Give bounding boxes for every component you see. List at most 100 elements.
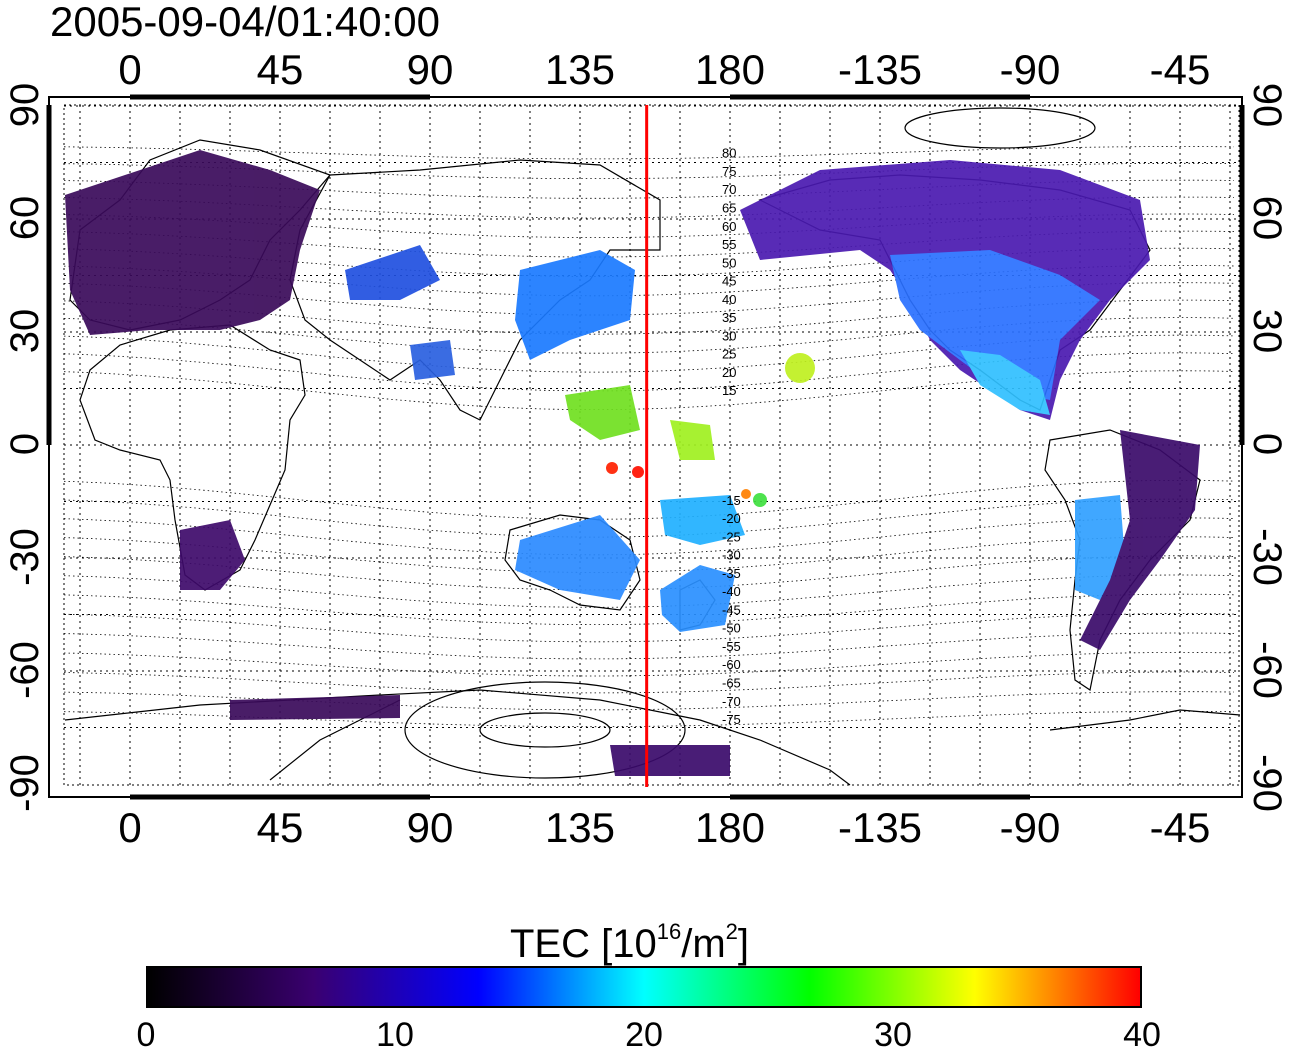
colorbar-tick-label: 20 [625,1016,663,1054]
lon-tick-label-bottom: -90 [1000,804,1061,851]
tec-region-europe [65,150,320,335]
tec-region-antarctic-strip-2 [610,745,730,776]
contour-label: 35 [722,310,736,325]
contour-label: -50 [722,621,741,636]
lon-ticks-top: 0 45 90 135 180 -135 -90 -45 [118,46,1210,93]
lon-tick-label-bottom: 45 [257,804,304,851]
lon-ticks-bottom: 0 45 90 135 180 -135 -90 -45 [118,804,1210,851]
lon-tick-label-bottom: 90 [407,804,454,851]
contour-label: -60 [722,657,741,672]
lat-tick-label-right: 60 [1245,196,1289,241]
tec-spot-red-1 [606,462,618,474]
coast-arctic-loop [904,107,1096,149]
colorbar-tick-label: 10 [376,1016,414,1054]
tec-region-tasman [660,495,745,545]
contour-label: 15 [722,383,736,398]
lat-tick-label-left: -90 [3,754,47,812]
lon-tick-label-bottom: 135 [545,804,615,851]
lon-tick-label-top: -90 [1000,46,1061,93]
tec-region-south-america-purple [1080,430,1200,650]
tec-spot-hawaii [785,353,815,383]
colorbar-title-prefix: TEC [10 [510,922,657,966]
contour-label: -65 [722,675,741,690]
contour-label: -15 [722,493,741,508]
lat-tick-label-right: -30 [1245,528,1289,586]
tec-spot-green [753,493,767,507]
lat-tick-label-right: -90 [1245,754,1289,812]
lat-tick-label-left: 0 [3,433,47,455]
contour-label: -70 [722,694,741,709]
lon-tick-label-bottom: 180 [695,804,765,851]
tec-region-antarctic-strip-1 [230,695,400,720]
coast-antarctic-loop-inner [479,712,611,748]
lon-tick-label-top: 135 [545,46,615,93]
tec-region-india [410,340,455,380]
contour-label: -45 [722,602,741,617]
contour-label: 70 [722,182,736,197]
tec-region-japan [515,250,635,360]
tec-region-australia [515,515,640,600]
contour-label: -40 [722,584,741,599]
contour-label: 25 [722,347,736,362]
lat-ticks-left: 90 60 30 0 -30 -60 -90 [3,83,47,812]
tec-region-mexico [960,350,1050,415]
lon-tick-label-bottom: -135 [838,804,922,851]
contour-label: -20 [722,511,741,526]
contour-label: 55 [722,237,736,252]
contour-label: -55 [722,639,741,654]
tec-region-new-zealand-sea [660,565,735,632]
contour-label: 30 [722,328,736,343]
contour-label: 50 [722,255,736,270]
tec-region-pacific-green [565,385,640,440]
colorbar-title: TEC [1016/m2] [510,908,749,968]
lat-tick-label-right: -60 [1245,641,1289,699]
lon-tick-label-top: 180 [695,46,765,93]
coast-australia [504,514,641,611]
colorbar-tick-label: 40 [1123,1016,1161,1054]
contour-label: 45 [722,274,736,289]
lon-tick-label-top: 90 [407,46,454,93]
colorbar-title-exp2: 2 [725,919,738,944]
lon-tick-label-top: -135 [838,46,922,93]
tec-region-pacific-green-2 [670,420,715,460]
lon-tick-label-top: 45 [257,46,304,93]
contour-label: -75 [722,712,741,727]
contour-label: 60 [722,219,736,234]
lat-tick-label-left: 60 [3,196,47,241]
lon-tick-label-top: 0 [118,46,141,93]
contour-label: 40 [722,292,736,307]
map-timestamp: 2005-09-04/01:40:00 [50,0,440,45]
colorbar-title-exp1: 16 [656,919,682,944]
tec-colorbar [146,966,1142,1008]
tec-world-map: 80 75 70 65 60 55 50 45 40 35 30 25 20 15 -15 -20 -25 -30… [3,46,1289,851]
lat-tick-label-left: -30 [3,528,47,586]
coast-antarctic-loop-outer [404,681,686,779]
lat-tick-label-right: 0 [1245,433,1289,455]
contour-label: 20 [722,365,736,380]
contour-label: -30 [722,548,741,563]
lat-tick-label-right: 30 [1245,309,1289,354]
contour-label: 80 [722,146,736,161]
lat-tick-label-left: 30 [3,309,47,354]
axis-bars [46,94,1245,800]
lat-tick-label-left: 90 [3,83,47,128]
tec-spot-red-2 [632,466,644,478]
lon-tick-label-top: -45 [1150,46,1211,93]
tec-spot-orange [741,489,751,499]
lon-tick-label-bottom: 0 [118,804,141,851]
tec-region-africa-south [180,520,245,590]
contour-label: 75 [722,164,736,179]
colorbar-tick-label: 30 [874,1016,912,1054]
contour-label: -35 [722,566,741,581]
coast-asia [289,159,661,421]
colorbar-title-mid: /m [681,922,726,966]
colorbar-tick-label: 0 [136,1016,156,1054]
lat-tick-label-left: -60 [3,641,47,699]
colorbar-title-suffix: ] [737,922,750,966]
lat-ticks-right: 90 60 30 0 -30 -60 -90 [1245,83,1289,812]
tec-region-usa-blue [890,250,1100,400]
lat-tick-label-right: 90 [1245,83,1289,128]
contour-label: 65 [722,201,736,216]
contour-label-group: 80 75 70 65 60 55 50 45 40 35 30 25 20 15 -15 -20 -25 -30… [722,146,741,727]
contour-label: -25 [722,529,741,544]
